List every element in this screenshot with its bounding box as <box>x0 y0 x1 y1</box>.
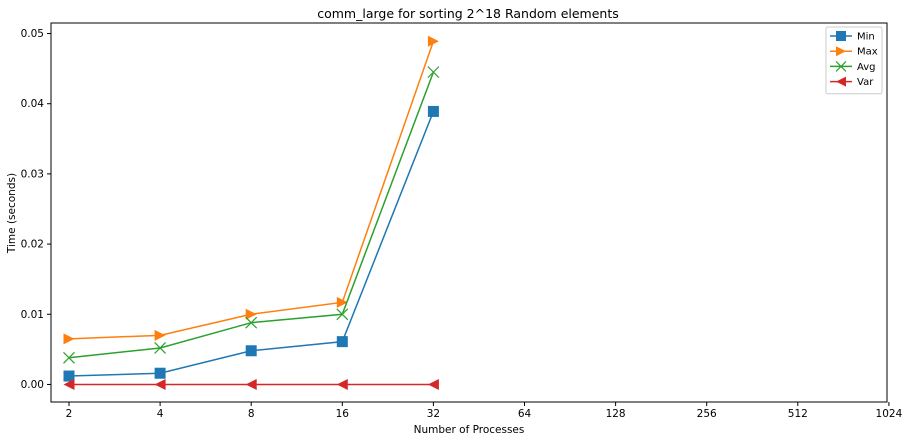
x-tick-label: 8 <box>248 408 255 420</box>
y-tick-label: 0.03 <box>21 168 44 180</box>
series-var <box>63 378 439 390</box>
x-tick-label: 64 <box>518 408 532 420</box>
data-point-min <box>245 345 257 357</box>
data-point-avg <box>154 342 167 354</box>
x-tick-label: 128 <box>606 408 626 420</box>
data-point-min <box>154 367 166 379</box>
series-line-max <box>68 41 435 340</box>
data-point-min <box>63 370 75 382</box>
y-tick-label: 0.00 <box>21 379 44 391</box>
chart-title: comm_large for sorting 2^18 Random eleme… <box>317 6 619 21</box>
data-point-avg <box>427 66 440 79</box>
y-tick-label: 0.04 <box>21 98 45 110</box>
x-axis: 2 4 8 16 32 64 128 256 512 1024 <box>66 402 903 420</box>
data-point-avg <box>63 351 75 364</box>
x-tick-label: 2 <box>66 408 73 420</box>
legend-label: Max <box>857 47 878 58</box>
data-point-max <box>336 296 348 308</box>
series-avg <box>63 66 440 364</box>
data-point-min <box>336 336 348 348</box>
data-point-max <box>245 308 257 320</box>
x-tick-label: 512 <box>788 408 808 420</box>
x-tick-label: 1024 <box>876 408 903 420</box>
plot-area <box>50 22 888 403</box>
legend-label: Min <box>857 32 875 43</box>
x-axis-label: Number of Processes <box>414 424 525 436</box>
data-point-min <box>427 105 439 117</box>
data-point-avg <box>336 308 349 321</box>
legend-box <box>825 26 883 95</box>
y-tick-label: 0.05 <box>21 28 44 40</box>
y-axis-label: Time (seconds) <box>6 173 18 254</box>
data-point-var <box>63 378 75 390</box>
x-tick-label: 32 <box>427 408 440 420</box>
legend-marker <box>836 46 846 57</box>
legend-marker <box>835 60 847 72</box>
y-tick-label: 0.02 <box>21 239 44 251</box>
legend-label: Avg <box>857 62 876 73</box>
data-point-var <box>245 378 257 390</box>
data-point-var <box>427 378 439 390</box>
legend-marker <box>836 31 846 41</box>
x-tick-label: 16 <box>336 408 350 420</box>
data-point-max <box>154 329 166 341</box>
x-tick-label: 4 <box>157 408 164 420</box>
series-layer <box>63 35 440 390</box>
data-point-avg <box>245 316 258 329</box>
y-axis: 0.00 0.01 0.02 0.03 0.04 0.05 <box>21 28 51 391</box>
legend-marker <box>836 76 846 87</box>
legend-label: Var <box>857 77 874 88</box>
data-point-var <box>154 378 166 390</box>
data-point-max <box>427 35 439 47</box>
data-point-max <box>63 333 75 345</box>
y-tick-label: 0.01 <box>21 309 44 321</box>
x-tick-label: 256 <box>697 408 717 420</box>
series-min <box>63 105 439 382</box>
data-point-var <box>336 378 348 390</box>
legend: Min Max Avg Var <box>825 26 883 95</box>
series-max <box>63 35 439 345</box>
